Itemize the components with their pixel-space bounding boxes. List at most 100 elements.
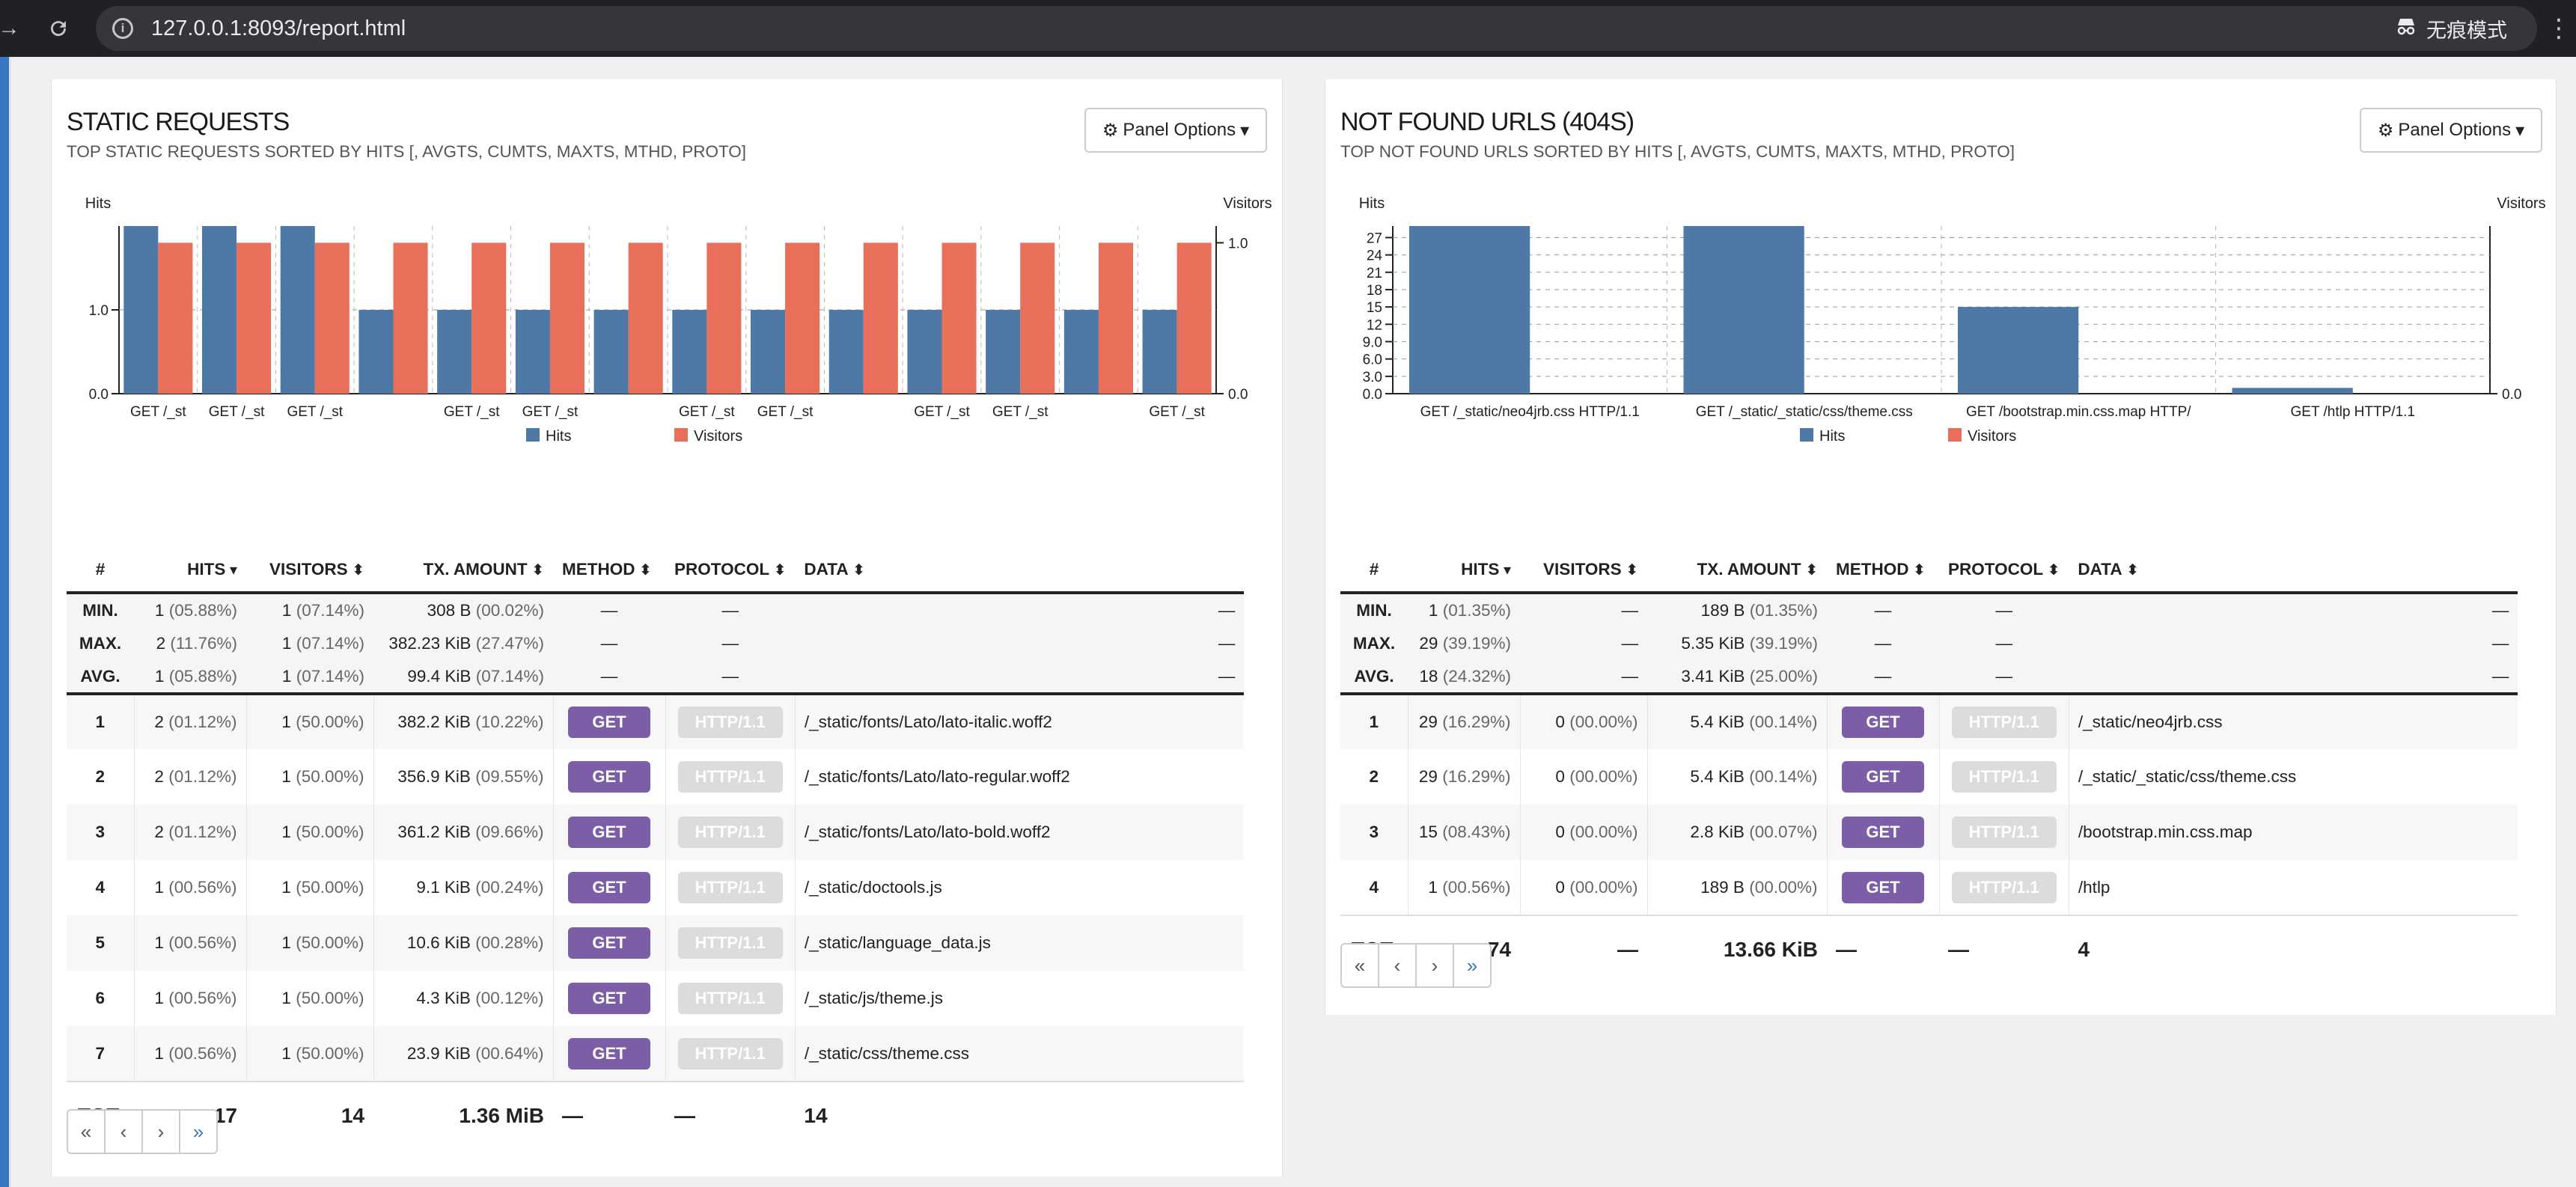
back-icon[interactable]: → — [0, 16, 20, 40]
reload-icon[interactable] — [37, 0, 79, 57]
table-row[interactable]: 2 29 (16.29%) 0 (00.00%) 5.4 KiB (00.14%) GE… — [1340, 749, 2518, 805]
sort-desc-icon[interactable]: ▾ — [1499, 562, 1511, 579]
row-hits: 15 (08.43%) — [1408, 805, 1521, 860]
row-visitors-pct: (50.00%) — [296, 878, 364, 897]
sort-desc-icon[interactable]: ▾ — [225, 562, 237, 579]
visitors-bar[interactable] — [941, 242, 977, 394]
visitors-bar[interactable] — [314, 242, 350, 394]
hits-bar[interactable] — [593, 310, 629, 394]
hits-bar[interactable] — [750, 310, 786, 394]
hits-bar[interactable] — [828, 310, 864, 394]
table-row[interactable]: 1 29 (16.29%) 0 (00.00%) 5.4 KiB (00.14%) GE… — [1340, 694, 2518, 749]
visitors-bar[interactable] — [549, 242, 585, 394]
col-hits-header[interactable]: HITS ▾ — [1408, 548, 1520, 594]
sort-icon[interactable]: ⬍ — [769, 562, 787, 579]
sort-icon[interactable]: ⬍ — [1621, 562, 1638, 579]
sort-icon[interactable]: ⬍ — [1908, 562, 1926, 579]
hits-bar[interactable] — [1142, 310, 1177, 394]
panel-options-button[interactable]: ⚙ Panel Options ▾ — [2360, 108, 2542, 153]
hits-bar[interactable] — [201, 226, 237, 394]
prev-page-button[interactable]: ‹ — [104, 1109, 143, 1154]
hits-bar[interactable] — [1408, 226, 1530, 394]
gear-icon: ⚙ — [2377, 120, 2394, 141]
visitors-bar[interactable] — [236, 242, 272, 394]
prev-page-button[interactable]: ‹ — [1378, 943, 1417, 988]
row-method: GET — [1827, 694, 1940, 749]
hits-bar[interactable] — [986, 310, 1021, 394]
last-page-button[interactable]: » — [1453, 943, 1492, 988]
last-page-button[interactable]: » — [179, 1109, 218, 1154]
sort-icon[interactable]: ⬍ — [848, 562, 865, 579]
visitors-bar[interactable] — [1020, 242, 1055, 394]
visitors-bar[interactable] — [1176, 242, 1212, 394]
hits-bar[interactable] — [907, 310, 942, 394]
info-icon[interactable]: i — [112, 18, 133, 39]
sort-icon[interactable]: ⬍ — [527, 562, 544, 579]
col-visitors-header[interactable]: VISITORS ⬍ — [1520, 548, 1647, 594]
col-data-header[interactable]: DATA ⬍ — [795, 548, 1245, 594]
visitors-bar[interactable] — [628, 242, 663, 394]
first-page-button[interactable]: « — [1340, 943, 1379, 988]
sort-icon[interactable]: ⬍ — [2043, 562, 2060, 579]
next-page-button[interactable]: › — [1415, 943, 1454, 988]
hits-bar[interactable] — [1957, 307, 2079, 394]
row-number: 2 — [1340, 749, 1408, 805]
hits-bar[interactable] — [1063, 310, 1099, 394]
sort-icon[interactable]: ⬍ — [1801, 562, 1818, 579]
row-hits-pct: (16.29%) — [1442, 712, 1511, 731]
hits-bar[interactable] — [358, 310, 394, 394]
visitors-bar[interactable] — [785, 242, 820, 394]
panel-options-button[interactable]: ⚙ Panel Options ▾ — [1084, 108, 1267, 153]
incognito-indicator[interactable]: 无痕模式 — [2365, 6, 2537, 51]
visitors-bar[interactable] — [158, 242, 193, 394]
col-method-header[interactable]: METHOD ⬍ — [553, 548, 665, 594]
hits-bar[interactable] — [280, 226, 315, 394]
col-protocol-header[interactable]: PROTOCOL ⬍ — [665, 548, 796, 594]
col-data-label: DATA — [2078, 560, 2122, 579]
stat-tx-pct: (27.47%) — [475, 633, 544, 653]
col-tx-amount-header[interactable]: TX. AMOUNT ⬍ — [373, 548, 553, 594]
visitors-bar[interactable] — [706, 242, 742, 394]
protocol-badge: HTTP/1.1 — [677, 983, 783, 1014]
sort-icon[interactable]: ⬍ — [2122, 562, 2139, 579]
col-protocol-header[interactable]: PROTOCOL ⬍ — [1939, 548, 2069, 594]
col-method-header[interactable]: METHOD ⬍ — [1827, 548, 1939, 594]
col-hits-header[interactable]: HITS ▾ — [134, 548, 246, 594]
hits-bar[interactable] — [1683, 226, 1804, 394]
col-visitors-header[interactable]: VISITORS ⬍ — [246, 548, 373, 594]
visitors-bar[interactable] — [863, 242, 898, 394]
visitors-bar[interactable] — [1098, 242, 1134, 394]
stat-hits-pct: (01.35%) — [1442, 600, 1511, 620]
sort-icon[interactable]: ⬍ — [635, 562, 652, 579]
first-page-button[interactable]: « — [67, 1109, 106, 1154]
hits-bar[interactable] — [123, 226, 159, 394]
row-tx-pct: (09.55%) — [475, 767, 544, 786]
visitors-bar[interactable] — [471, 242, 507, 394]
col-visitors-label: VISITORS — [269, 560, 348, 579]
address-bar[interactable]: i 127.0.0.1:8093/report.html ☆ — [96, 6, 2408, 51]
hits-bar[interactable] — [672, 310, 707, 394]
col-tx-amount-header[interactable]: TX. AMOUNT ⬍ — [1647, 548, 1827, 594]
url-text[interactable]: 127.0.0.1:8093/report.html — [151, 16, 406, 40]
hits-bar[interactable] — [515, 310, 550, 394]
visitors-bar[interactable] — [393, 242, 428, 394]
sort-icon[interactable]: ⬍ — [347, 562, 364, 579]
next-page-button[interactable]: › — [141, 1109, 180, 1154]
table-row[interactable]: 3 15 (08.43%) 0 (00.00%) 2.8 KiB (00.07%) GE… — [1340, 805, 2518, 860]
method-badge: GET — [1842, 707, 1924, 738]
hits-bar[interactable] — [2232, 388, 2353, 394]
x-tick-label: GET /_st — [914, 404, 970, 420]
col-data-header[interactable]: DATA ⬍ — [2069, 548, 2518, 594]
more-icon[interactable]: ⋮ — [2546, 14, 2572, 43]
hits-bar[interactable] — [437, 310, 472, 394]
stat-visitors: 1 (07.14%) — [246, 660, 373, 695]
stat-hits-pct: (39.19%) — [1442, 633, 1511, 653]
